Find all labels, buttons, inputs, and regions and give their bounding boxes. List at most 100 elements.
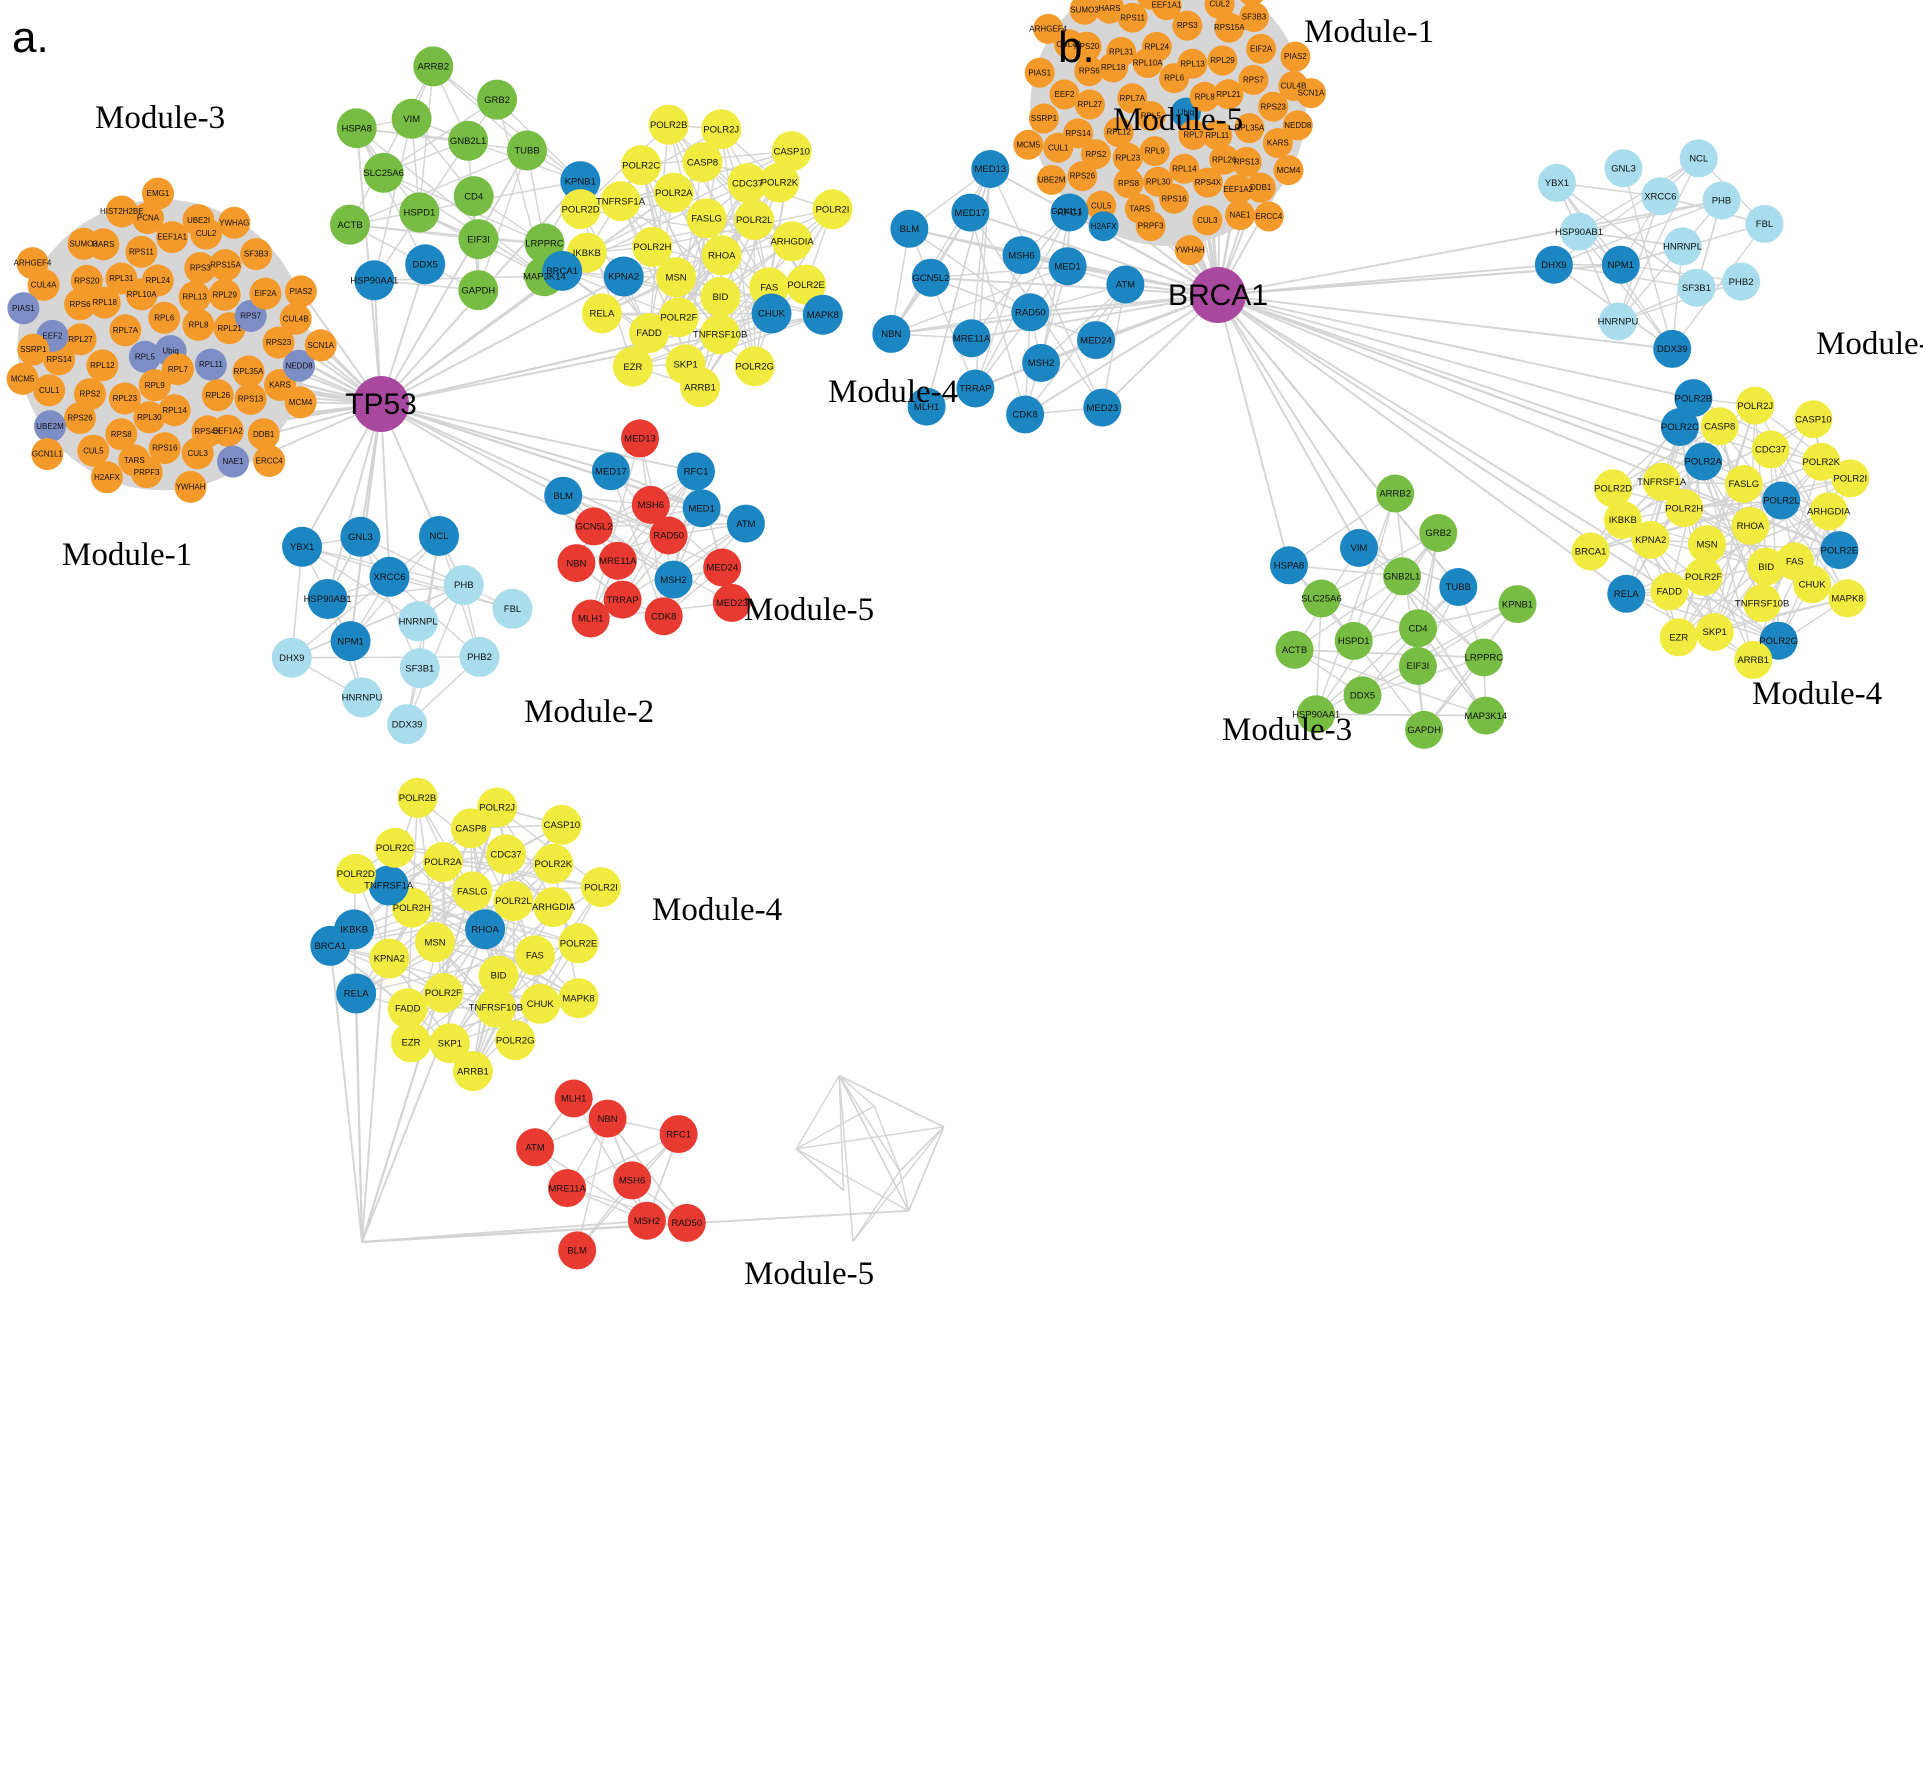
gene-node-label: TRRAP	[606, 595, 638, 606]
gene-node-label: IKBKB	[573, 248, 601, 259]
gene-node-PIAS2	[284, 275, 317, 308]
hub-edge	[1217, 294, 1681, 428]
gene-node-YWHAH	[174, 470, 207, 503]
gene-node-label: Ubiq	[1178, 108, 1194, 117]
gene-node-EMG1	[142, 177, 174, 210]
gene-node-ARRB1	[680, 367, 721, 408]
gene-node-RPS2	[74, 378, 106, 411]
gene-node-TRRAP	[956, 369, 995, 408]
edge	[622, 507, 703, 601]
gene-node-label: KPNA2	[1635, 535, 1666, 546]
gene-node-label: MED23	[716, 598, 748, 609]
gene-node-label: YBX1	[290, 542, 314, 553]
gene-node-label: POLR2D	[562, 204, 600, 215]
module-name-label: Module-2	[1816, 326, 1923, 362]
edge	[969, 212, 1026, 415]
edge	[1553, 199, 1722, 266]
edge	[573, 1098, 648, 1222]
gene-node-HSP90AA1	[1297, 695, 1336, 734]
gene-node-FADD	[629, 313, 670, 353]
gene-node-label: TARS	[124, 456, 145, 465]
gene-node-GNB2L1	[448, 120, 489, 161]
gene-node-RFC1	[677, 452, 715, 491]
gene-node-RPS15A	[209, 249, 242, 282]
gene-node-RPL5	[128, 340, 161, 373]
gene-node-label: IKBKB	[340, 925, 368, 936]
gene-node-label: POLR2L	[736, 215, 772, 226]
gene-node-label: RPS14	[1065, 129, 1091, 138]
gene-node-SLC25A6	[1302, 579, 1341, 618]
gene-node-ACTB	[330, 204, 370, 245]
gene-node-label: RPL7	[1183, 131, 1204, 140]
hub-edge	[1217, 294, 1673, 350]
edge	[908, 228, 1031, 313]
gene-node-MSH6	[631, 485, 670, 524]
gene-node-label: ARRB1	[684, 382, 716, 393]
gene-node-label: FAS	[760, 282, 778, 293]
gene-node-label: RPL5	[1141, 112, 1162, 121]
gene-node-label: RPL11	[1205, 131, 1229, 140]
gene-node-ARHGDIA	[533, 887, 574, 927]
gene-node-EEF1A2	[1223, 174, 1254, 205]
gene-node-label: RPS15A	[1214, 23, 1245, 32]
edge	[566, 1187, 688, 1224]
module-name-label: Module-4	[652, 892, 782, 928]
gene-node-label: XRCC6	[373, 572, 405, 583]
gene-node-BRCA1	[310, 925, 351, 966]
gene-node-RPL27	[1074, 89, 1105, 120]
gene-node-MSH2	[627, 1201, 666, 1240]
gene-node-XRCC6	[369, 556, 410, 597]
gene-node-RPL13	[1177, 48, 1208, 79]
gene-node-MSH2	[654, 560, 693, 599]
gene-node-label: RPL10A	[1133, 59, 1163, 68]
gene-node-label: HSPD1	[404, 208, 436, 219]
edge	[1316, 713, 1486, 717]
gene-node-label: NCL	[429, 531, 448, 542]
gene-node-label: CUL1	[39, 386, 60, 395]
gene-node-label: RPL8	[1195, 92, 1216, 101]
gene-node-label: EEF1A1	[157, 233, 187, 242]
edge	[1294, 649, 1487, 717]
gene-node-label: POLR2B	[1675, 393, 1713, 404]
gene-node-HSPA8	[1270, 546, 1308, 585]
gene-node-VIM	[391, 98, 432, 139]
edge	[1315, 493, 1396, 715]
gene-node-ATM	[516, 1128, 555, 1167]
gene-node-SKP1	[429, 1023, 470, 1064]
gene-node-label: NBN	[566, 558, 586, 569]
edge	[1617, 158, 1700, 322]
gene-node-MCM4	[1273, 155, 1304, 186]
gene-node-label: HARS	[92, 240, 114, 249]
gene-node-UBE2I	[182, 204, 215, 237]
gene-node-RPL30	[133, 401, 166, 434]
gene-node-MLH1	[907, 387, 946, 426]
gene-node-label: CUL2	[1209, 0, 1230, 9]
gene-node-KPNA2	[369, 938, 410, 979]
gene-node-RPL8	[182, 308, 215, 341]
edge	[989, 168, 1103, 408]
gene-node-label: CDC37	[490, 850, 521, 861]
gene-node-label: RPS16	[152, 444, 178, 453]
gene-node-LRPPRC	[1464, 638, 1503, 677]
gene-node-MLH1	[571, 599, 610, 638]
gene-node-MED17	[591, 452, 630, 491]
gene-node-RPS26	[1067, 161, 1098, 192]
gene-node-label: TNFRSF10B	[469, 1003, 523, 1014]
gene-node-label: MSH2	[1028, 358, 1054, 369]
gene-node-label: DDX39	[1657, 344, 1688, 355]
gene-node-label: RPS20	[1074, 42, 1100, 51]
edge	[838, 1075, 854, 1242]
gene-node-RPL23	[108, 382, 141, 415]
gene-node-label: RPL30	[1146, 177, 1171, 186]
gene-node-label: RPL31	[109, 274, 134, 283]
edge	[1714, 597, 1848, 633]
gene-node-label: YWHAH	[176, 483, 206, 492]
gene-node-label: GCN5L2	[912, 273, 949, 284]
gene-node-MSH6	[1002, 236, 1041, 275]
gene-node-MRE11A	[548, 1169, 587, 1208]
gene-node-TNFRSF10B	[1743, 584, 1782, 623]
gene-node-label: PRPF3	[1138, 222, 1164, 231]
gene-node-POLR2G	[495, 1020, 536, 1061]
gene-node-ATM	[1106, 265, 1145, 304]
gene-node-DHX9	[1534, 245, 1573, 284]
